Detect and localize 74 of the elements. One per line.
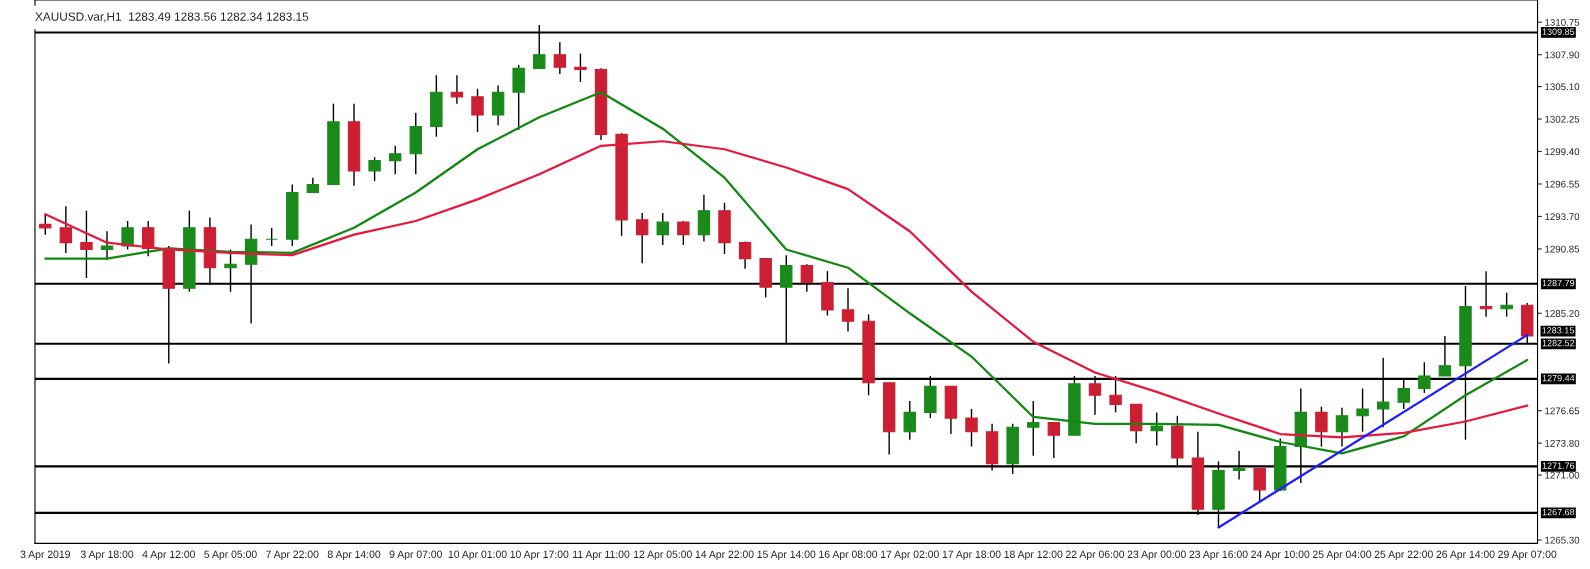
- y-tick-label: 1299.40: [1545, 148, 1580, 156]
- candlestick: [635, 212, 649, 264]
- y-tick-label: 1290.85: [1545, 245, 1580, 253]
- x-tick-label: 5 Apr 05:00: [204, 550, 257, 561]
- x-tick-label: 15 Apr 14:00: [757, 550, 816, 561]
- y-tick-label: 1302.25: [1545, 115, 1580, 123]
- x-tick-label: 24 Apr 10:00: [1251, 550, 1310, 561]
- candlestick: [553, 41, 567, 75]
- y-tick-label: 1296.55: [1545, 180, 1580, 188]
- candlestick: [491, 84, 505, 127]
- x-tick-label: 18 Apr 12:00: [1004, 550, 1063, 561]
- line-series: [44, 91, 1529, 455]
- x-tick-label: 8 Apr 14:00: [327, 550, 381, 561]
- x-tick-label: 4 Apr 12:00: [142, 550, 196, 561]
- x-tick-label: 23 Apr 00:00: [1127, 550, 1186, 561]
- y-tick-label: 1307.90: [1545, 51, 1580, 59]
- candlestick: [80, 210, 93, 279]
- candlestick: [121, 220, 134, 251]
- y-tick-label: 1310.75: [1545, 18, 1580, 26]
- x-tick-label: 3 Apr 2019: [20, 550, 70, 561]
- candlestick: [1109, 375, 1122, 414]
- candlestick: [1150, 411, 1163, 447]
- candlestick: [388, 145, 402, 175]
- y-tick-label: 1265.30: [1545, 536, 1580, 544]
- x-tick-label: 10 Apr 01:00: [448, 550, 507, 561]
- x-tick-label: 7 Apr 22:00: [266, 550, 319, 561]
- x-tick-label: 26 Apr 14:00: [1436, 550, 1495, 561]
- annotation: 1283.15: [1542, 327, 1574, 334]
- x-tick-label: 29 Apr 07:00: [1498, 550, 1557, 561]
- candlestick: [1315, 405, 1328, 448]
- ref-line-label: 1271.76: [1542, 462, 1575, 469]
- ref-line-label: 1279.44: [1542, 374, 1575, 382]
- y-tick-label: 1271.00: [1545, 471, 1580, 479]
- candlestick: [965, 408, 978, 448]
- candlestick: [656, 212, 669, 246]
- x-tick-label: 9 Apr 07:00: [389, 550, 442, 561]
- candlestick: [738, 240, 752, 270]
- candlestick: [368, 156, 381, 182]
- x-tick-label: 12 Apr 05:00: [634, 550, 692, 561]
- text: XAUUSD.var,H1 1283.49 1283.56 1282.34 1283.15: [35, 12, 309, 23]
- candlestick: [1500, 292, 1513, 318]
- y-tick-label: 1276.65: [1545, 407, 1580, 415]
- ref-line-label: 1287.79: [1542, 279, 1575, 287]
- x-tick-label: 3 Apr 18:00: [80, 550, 134, 561]
- candlestick: [265, 227, 278, 247]
- candlestick: [1047, 421, 1061, 459]
- ref-line-label: 1282.52: [1542, 339, 1575, 347]
- x-tick-label: 17 Apr 18:00: [942, 550, 1001, 561]
- candlestick: [39, 213, 52, 236]
- x-tick-label: 11 Apr 11:00: [573, 550, 630, 561]
- x-tick-label: 25 Apr 04:00: [1312, 550, 1372, 561]
- x-tick-label: 14 Apr 22:00: [695, 550, 754, 561]
- x-tick-label: 22 Apr 06:00: [1065, 550, 1125, 561]
- x-tick-label: 16 Apr 08:00: [819, 550, 878, 561]
- y-tick-label: 1305.10: [1545, 83, 1580, 91]
- candlestick: [677, 220, 690, 246]
- x-tick-label: 10 Apr 17:00: [510, 550, 569, 561]
- y-tick-label: 1273.80: [1545, 439, 1580, 447]
- candlestick: [574, 52, 587, 83]
- candlestick: [59, 205, 73, 254]
- candlestick: [1356, 387, 1369, 433]
- x-tick-label: 23 Apr 16:00: [1189, 550, 1248, 561]
- candlestick: [841, 287, 855, 333]
- candlestick: [697, 194, 711, 243]
- candlestick: [471, 88, 484, 133]
- x-tick-label: 17 Apr 02:00: [881, 550, 939, 561]
- y-tick-label: 1285.20: [1545, 310, 1580, 317]
- candlestick: [1335, 407, 1349, 448]
- y-tick-label: 1293.70: [1545, 213, 1580, 221]
- candlestick: [903, 400, 916, 441]
- ref-line-label: 1309.85: [1542, 28, 1575, 35]
- x-tick-label: 25 Apr 22:00: [1374, 550, 1433, 561]
- ref-line-label: 1267.68: [1542, 508, 1575, 516]
- line-series: [44, 140, 1529, 439]
